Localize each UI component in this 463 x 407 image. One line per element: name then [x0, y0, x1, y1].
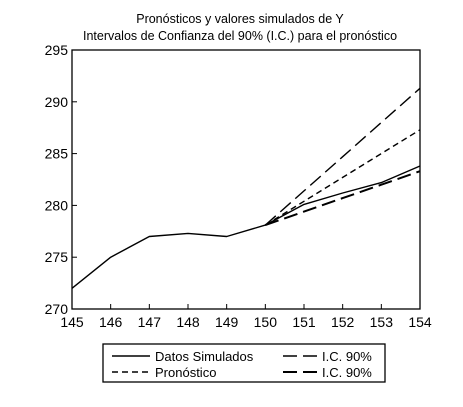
plot-frame — [71, 49, 421, 310]
y-tick-label: 295 — [45, 42, 69, 58]
y-tick-label: 275 — [45, 249, 69, 265]
y-tick-label: 270 — [45, 301, 69, 317]
series-line-0 — [71, 165, 421, 289]
series-line-2 — [264, 87, 421, 226]
x-tick-label: 151 — [292, 314, 316, 330]
y-axis-tick-labels: 270 275 280 285 290 295 — [45, 42, 69, 317]
x-axis-tick-labels: 145 146 147 148 149 150 151 152 153 154 — [60, 314, 432, 330]
y-tick-label: 280 — [45, 197, 69, 213]
series-line-1 — [264, 129, 421, 226]
x-tick-label: 145 — [60, 314, 84, 330]
legend-label: I.C. 90% — [322, 365, 372, 380]
y-tick-label: 290 — [45, 94, 69, 110]
legend-box — [102, 343, 386, 383]
x-tick-label: 146 — [99, 314, 123, 330]
x-tick-label: 154 — [408, 314, 432, 330]
legend-label: Datos Simulados — [155, 349, 254, 364]
chart-subtitle: Intervalos de Confianza del 90% (I.C.) p… — [83, 29, 397, 43]
plot-area — [71, 49, 421, 310]
legend-label: I.C. 90% — [322, 349, 372, 364]
chart-title: Pronósticos y valores simulados de Y — [136, 12, 344, 26]
x-tick-label: 152 — [331, 314, 355, 330]
series-lines — [71, 87, 421, 289]
x-tick-label: 150 — [254, 314, 278, 330]
legend-label: Pronóstico — [155, 365, 216, 380]
series-line-3 — [264, 170, 421, 227]
x-tick-label: 147 — [138, 314, 162, 330]
x-tick-label: 149 — [215, 314, 239, 330]
y-tick-label: 285 — [45, 146, 69, 162]
x-tick-label: 148 — [176, 314, 200, 330]
axis-ticks — [71, 49, 421, 310]
x-tick-label: 153 — [370, 314, 394, 330]
legend: Datos Simulados I.C. 90% Pronóstico I.C. 90… — [102, 343, 386, 383]
